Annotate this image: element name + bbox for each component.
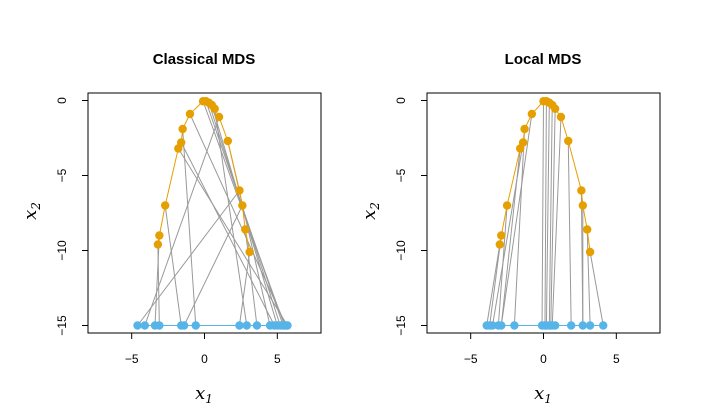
upper-point — [556, 112, 566, 122]
connector-line — [489, 235, 502, 326]
connector-line — [550, 108, 556, 326]
connector-line — [177, 148, 288, 326]
connector-line — [238, 251, 251, 326]
connector-line — [500, 113, 533, 326]
chart-title: Classical MDS — [153, 51, 256, 68]
lower-point — [191, 321, 200, 330]
lower-point — [550, 321, 560, 330]
upper-point — [527, 109, 537, 119]
lower-point — [140, 321, 149, 330]
x-tick-label: 5 — [613, 352, 620, 366]
lower-point — [585, 321, 595, 330]
upper-point — [160, 201, 170, 210]
chart-title: Local MDS — [505, 51, 582, 68]
connector-line — [180, 142, 275, 326]
upper-point — [497, 231, 506, 240]
x-axis-label: x1 — [195, 383, 213, 406]
plot-area — [482, 97, 608, 330]
upper-point — [564, 136, 573, 146]
connector-line — [548, 104, 553, 326]
connector-line — [492, 142, 524, 326]
upper-point — [210, 104, 219, 113]
upper-point — [495, 240, 505, 249]
x-axis: −5 0 5 — [125, 332, 281, 366]
y-axis-label: x2 — [20, 202, 43, 220]
lower-point — [488, 321, 497, 330]
lower-point — [578, 321, 588, 330]
connector-line — [586, 229, 591, 326]
y-tick-label: −15 — [394, 315, 408, 336]
upper-point — [518, 138, 528, 147]
upper-point — [241, 225, 250, 234]
lower-point — [242, 321, 251, 330]
connector-line — [164, 205, 182, 326]
x-tick-label: 0 — [201, 352, 208, 366]
connector-line — [154, 235, 160, 326]
lower-point — [566, 321, 576, 330]
connector-line — [513, 128, 526, 326]
lower-point — [179, 321, 189, 330]
connector-line — [589, 251, 604, 326]
y-tick-label: −5 — [394, 168, 408, 182]
connector-line — [214, 108, 248, 326]
y-tick-label: 0 — [55, 97, 69, 104]
upper-point — [245, 247, 254, 257]
connector-line — [544, 101, 547, 326]
upper-point — [178, 124, 187, 134]
connector-line — [183, 205, 243, 326]
lower-point — [599, 321, 608, 330]
upper-point — [155, 231, 164, 240]
upper-point — [185, 109, 195, 119]
y-axis-label: x2 — [359, 202, 382, 220]
connector-line — [541, 101, 544, 326]
upper-point — [214, 112, 224, 122]
upper-point — [582, 225, 592, 234]
x-axis-label: x1 — [534, 383, 552, 406]
connector-line — [486, 244, 501, 326]
connector-line — [551, 116, 562, 326]
panel-local-mds: Local MDS −5 0 5 0 −5 −10 −15 x1 x2 — [359, 51, 661, 406]
lower-point — [252, 321, 262, 330]
connector-line — [567, 140, 572, 326]
lower-point — [235, 321, 244, 330]
y-axis: 0 −5 −10 −15 — [55, 97, 89, 336]
connector-line — [144, 116, 220, 326]
x-tick-label: −5 — [125, 352, 139, 366]
upper-point — [585, 247, 595, 257]
y-tick-label: −5 — [55, 168, 69, 182]
y-tick-label: 0 — [394, 97, 408, 104]
connector-line — [244, 229, 258, 326]
x-tick-label: −5 — [464, 352, 478, 366]
upper-point — [235, 186, 244, 195]
connector-line — [137, 190, 240, 326]
y-tick-label: −10 — [394, 240, 408, 261]
lower-point — [283, 321, 292, 330]
lower-point — [133, 321, 142, 330]
lower-point — [510, 321, 519, 330]
lower-point — [155, 321, 164, 330]
upper-point — [223, 136, 232, 146]
lower-point — [497, 321, 506, 330]
upper-point — [520, 124, 529, 134]
upper-point — [550, 104, 560, 113]
panel-classical-mds: Classical MDS −5 0 5 0 −5 −10 −15 x1 x2 — [20, 51, 322, 406]
y-tick-label: −10 — [55, 240, 69, 261]
y-tick-label: −15 — [55, 315, 69, 336]
connector-line — [189, 113, 287, 326]
x-axis: −5 0 5 — [464, 332, 620, 366]
upper-point — [578, 201, 588, 210]
plot-area — [133, 97, 292, 330]
upper-point — [577, 186, 586, 195]
y-axis: 0 −5 −10 −15 — [394, 97, 428, 336]
upper-point — [502, 201, 512, 210]
x-tick-label: 0 — [540, 352, 547, 366]
upper-point — [177, 138, 186, 147]
upper-point — [238, 201, 247, 210]
x-tick-label: 5 — [274, 352, 281, 366]
connector-line — [545, 102, 550, 326]
upper-point — [153, 240, 163, 249]
connector-line — [182, 128, 197, 326]
